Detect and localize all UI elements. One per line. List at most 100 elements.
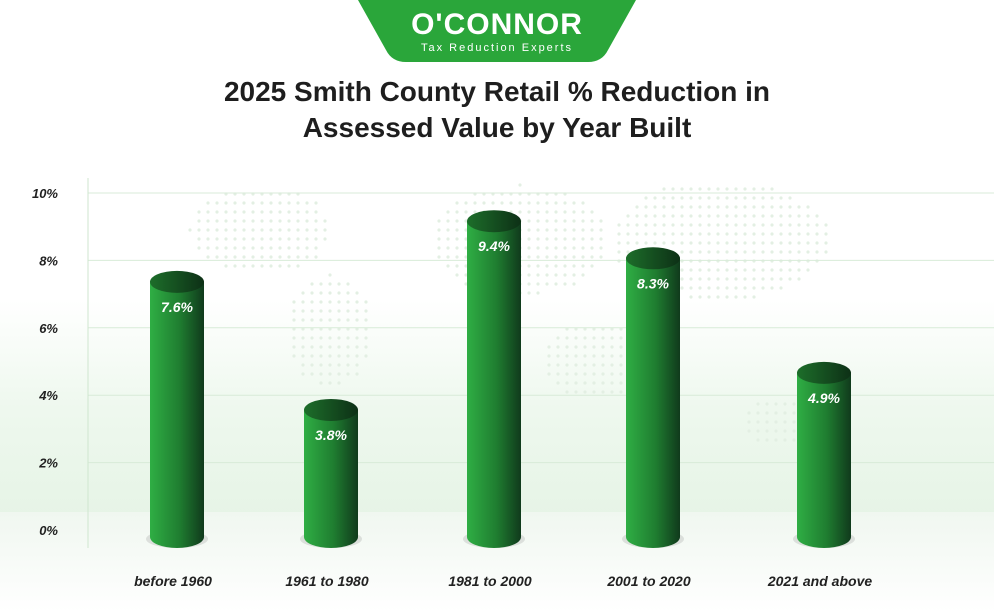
map-dot <box>671 205 675 209</box>
map-dot <box>765 420 769 424</box>
map-dot <box>770 232 774 236</box>
map-dot <box>797 250 801 254</box>
map-dot <box>662 205 666 209</box>
map-dot <box>610 372 614 376</box>
map-dot <box>337 318 341 322</box>
map-dot <box>346 372 350 376</box>
map-dot <box>761 259 765 263</box>
map-dot <box>446 210 450 214</box>
map-dot <box>296 210 300 214</box>
map-dot <box>583 381 587 385</box>
map-dot <box>662 241 666 245</box>
map-dot <box>188 228 192 232</box>
map-dot <box>464 282 468 286</box>
data-label: 3.8% <box>315 427 347 443</box>
map-dot <box>319 372 323 376</box>
map-dot <box>610 354 614 358</box>
bar-body <box>150 281 204 537</box>
map-dot <box>287 246 291 250</box>
map-dot <box>556 336 560 340</box>
logo-name: O'CONNOR <box>411 8 583 41</box>
map-dot <box>328 291 332 295</box>
brand-logo: O'CONNOR Tax Reduction Experts <box>358 0 636 64</box>
map-dot <box>626 214 630 218</box>
map-dot <box>574 372 578 376</box>
map-dot <box>554 228 558 232</box>
map-dot <box>581 201 585 205</box>
map-dot <box>698 259 702 263</box>
map-dot <box>301 300 305 304</box>
map-dot <box>774 411 778 415</box>
map-dot <box>783 402 787 406</box>
map-dot <box>547 372 551 376</box>
map-dot <box>698 286 702 290</box>
map-dot <box>698 196 702 200</box>
map-dot <box>563 201 567 205</box>
map-dot <box>590 228 594 232</box>
map-dot <box>547 354 551 358</box>
map-dot <box>725 187 729 191</box>
map-dot <box>319 345 323 349</box>
map-dot <box>752 268 756 272</box>
map-dot <box>319 300 323 304</box>
map-dot <box>260 255 264 259</box>
map-dot <box>310 318 314 322</box>
map-dot <box>473 201 477 205</box>
map-dot <box>774 438 778 442</box>
map-dot <box>346 354 350 358</box>
map-dot <box>518 201 522 205</box>
bar: 7.6% <box>146 270 208 548</box>
map-dot <box>770 268 774 272</box>
map-dot <box>635 205 639 209</box>
map-dot <box>707 277 711 281</box>
map-dot <box>278 201 282 205</box>
map-dot <box>251 228 255 232</box>
map-dot <box>662 223 666 227</box>
map-dot <box>319 291 323 295</box>
map-dot <box>545 228 549 232</box>
map-dot <box>437 228 441 232</box>
map-dot <box>287 264 291 268</box>
map-dot <box>206 219 210 223</box>
map-dot <box>680 214 684 218</box>
map-dot <box>527 237 531 241</box>
map-dot <box>518 183 522 187</box>
map-dot <box>626 223 630 227</box>
map-dot <box>756 402 760 406</box>
map-dot <box>581 210 585 214</box>
map-dot <box>565 363 569 367</box>
map-dot <box>617 241 621 245</box>
map-dot <box>446 219 450 223</box>
map-dot <box>565 354 569 358</box>
map-dot <box>774 420 778 424</box>
map-dot <box>572 201 576 205</box>
map-dot <box>734 223 738 227</box>
map-dot <box>725 241 729 245</box>
map-dot <box>446 228 450 232</box>
map-dot <box>574 390 578 394</box>
map-dot <box>761 214 765 218</box>
map-dot <box>752 205 756 209</box>
map-dot <box>707 259 711 263</box>
map-dot <box>725 205 729 209</box>
map-dot <box>725 223 729 227</box>
map-dot <box>260 246 264 250</box>
map-dot <box>509 201 513 205</box>
map-dot <box>734 295 738 299</box>
map-dot <box>592 363 596 367</box>
map-dot <box>310 354 314 358</box>
map-dot <box>752 214 756 218</box>
map-dot <box>278 246 282 250</box>
map-dot <box>242 210 246 214</box>
map-dot <box>215 237 219 241</box>
map-dot <box>619 345 623 349</box>
map-dot <box>473 210 477 214</box>
map-dot <box>574 381 578 385</box>
map-dot <box>233 264 237 268</box>
map-dot <box>527 201 531 205</box>
chart-title-line-1: 2025 Smith County Retail % Reduction in <box>223 76 771 107</box>
map-dot <box>797 277 801 281</box>
map-dot <box>788 259 792 263</box>
map-dot <box>328 318 332 322</box>
